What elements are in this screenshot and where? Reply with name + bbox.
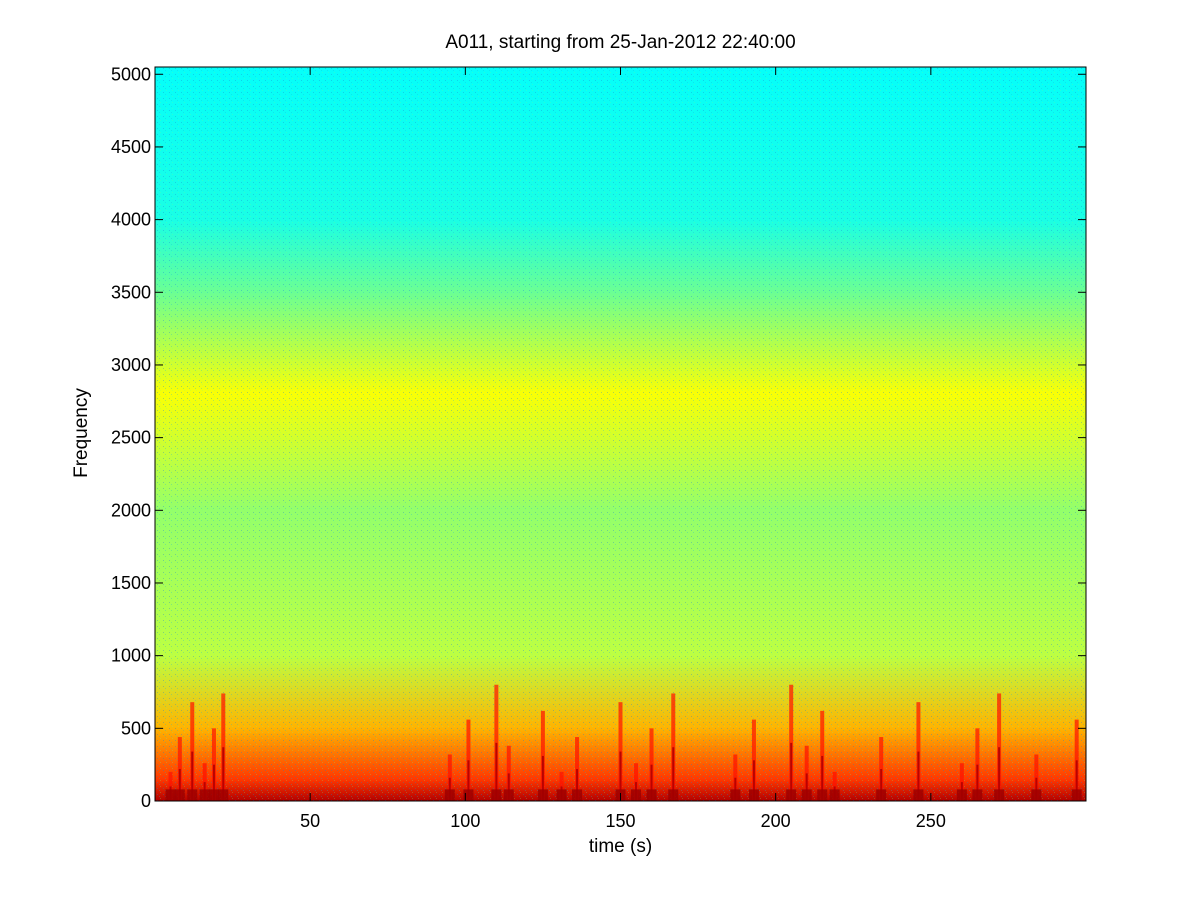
event-streak bbox=[730, 754, 741, 801]
event-streak bbox=[463, 719, 474, 801]
event-streak bbox=[208, 728, 219, 801]
event-streak bbox=[199, 763, 210, 801]
y-tick-label: 4500 bbox=[111, 137, 151, 157]
x-tick-label: 100 bbox=[450, 811, 480, 831]
event-streak bbox=[913, 702, 924, 801]
y-tick-label: 0 bbox=[141, 791, 151, 811]
x-tick-label: 250 bbox=[916, 811, 946, 831]
y-tick-label: 500 bbox=[121, 718, 151, 738]
event-streak bbox=[829, 771, 840, 801]
event-streak bbox=[218, 693, 229, 801]
event-streak bbox=[537, 710, 548, 801]
x-tick-label: 200 bbox=[761, 811, 791, 831]
event-streak bbox=[956, 763, 967, 801]
event-streak bbox=[972, 728, 983, 801]
event-streak bbox=[503, 745, 514, 801]
y-tick-label: 4000 bbox=[111, 210, 151, 230]
transient-events bbox=[165, 684, 1082, 801]
event-streak bbox=[444, 754, 455, 801]
y-tick-label: 1000 bbox=[111, 646, 151, 666]
event-streak bbox=[1031, 754, 1042, 801]
event-streak bbox=[1071, 719, 1082, 801]
y-axis-ticks: 0 500 1000 1500 2000 2500 3000 3500 4000 4500 5000 bbox=[111, 64, 1086, 811]
event-streak bbox=[668, 693, 679, 801]
y-axis-label: Frequency bbox=[71, 388, 92, 478]
event-streak bbox=[786, 684, 797, 801]
heatmap-noise-texture bbox=[155, 67, 1086, 801]
event-streak bbox=[631, 763, 642, 801]
heatmap-area bbox=[155, 67, 1086, 801]
y-tick-label: 5000 bbox=[111, 64, 151, 84]
x-axis-ticks: 50 100 150 200 250 bbox=[300, 67, 946, 831]
event-streak bbox=[876, 737, 887, 801]
y-tick-label: 3000 bbox=[111, 355, 151, 375]
chart-title: A011, starting from 25-Jan-2012 22:40:00 bbox=[445, 32, 796, 53]
event-streak bbox=[646, 728, 657, 801]
y-tick-label: 1500 bbox=[111, 573, 151, 593]
event-streak bbox=[801, 745, 812, 801]
x-tick-label: 150 bbox=[605, 811, 635, 831]
x-tick-label: 50 bbox=[300, 811, 320, 831]
event-streak bbox=[174, 737, 185, 801]
event-streak bbox=[165, 771, 176, 801]
event-streak bbox=[187, 702, 198, 801]
y-tick-label: 2000 bbox=[111, 500, 151, 520]
event-streak bbox=[817, 710, 828, 801]
y-tick-label: 3500 bbox=[111, 282, 151, 302]
event-streak bbox=[994, 693, 1005, 801]
y-tick-label: 2500 bbox=[111, 428, 151, 448]
event-streak bbox=[748, 719, 759, 801]
event-streak bbox=[491, 684, 502, 801]
event-streak bbox=[556, 771, 567, 801]
x-axis-label: time (s) bbox=[588, 836, 653, 857]
event-streak bbox=[572, 737, 583, 801]
